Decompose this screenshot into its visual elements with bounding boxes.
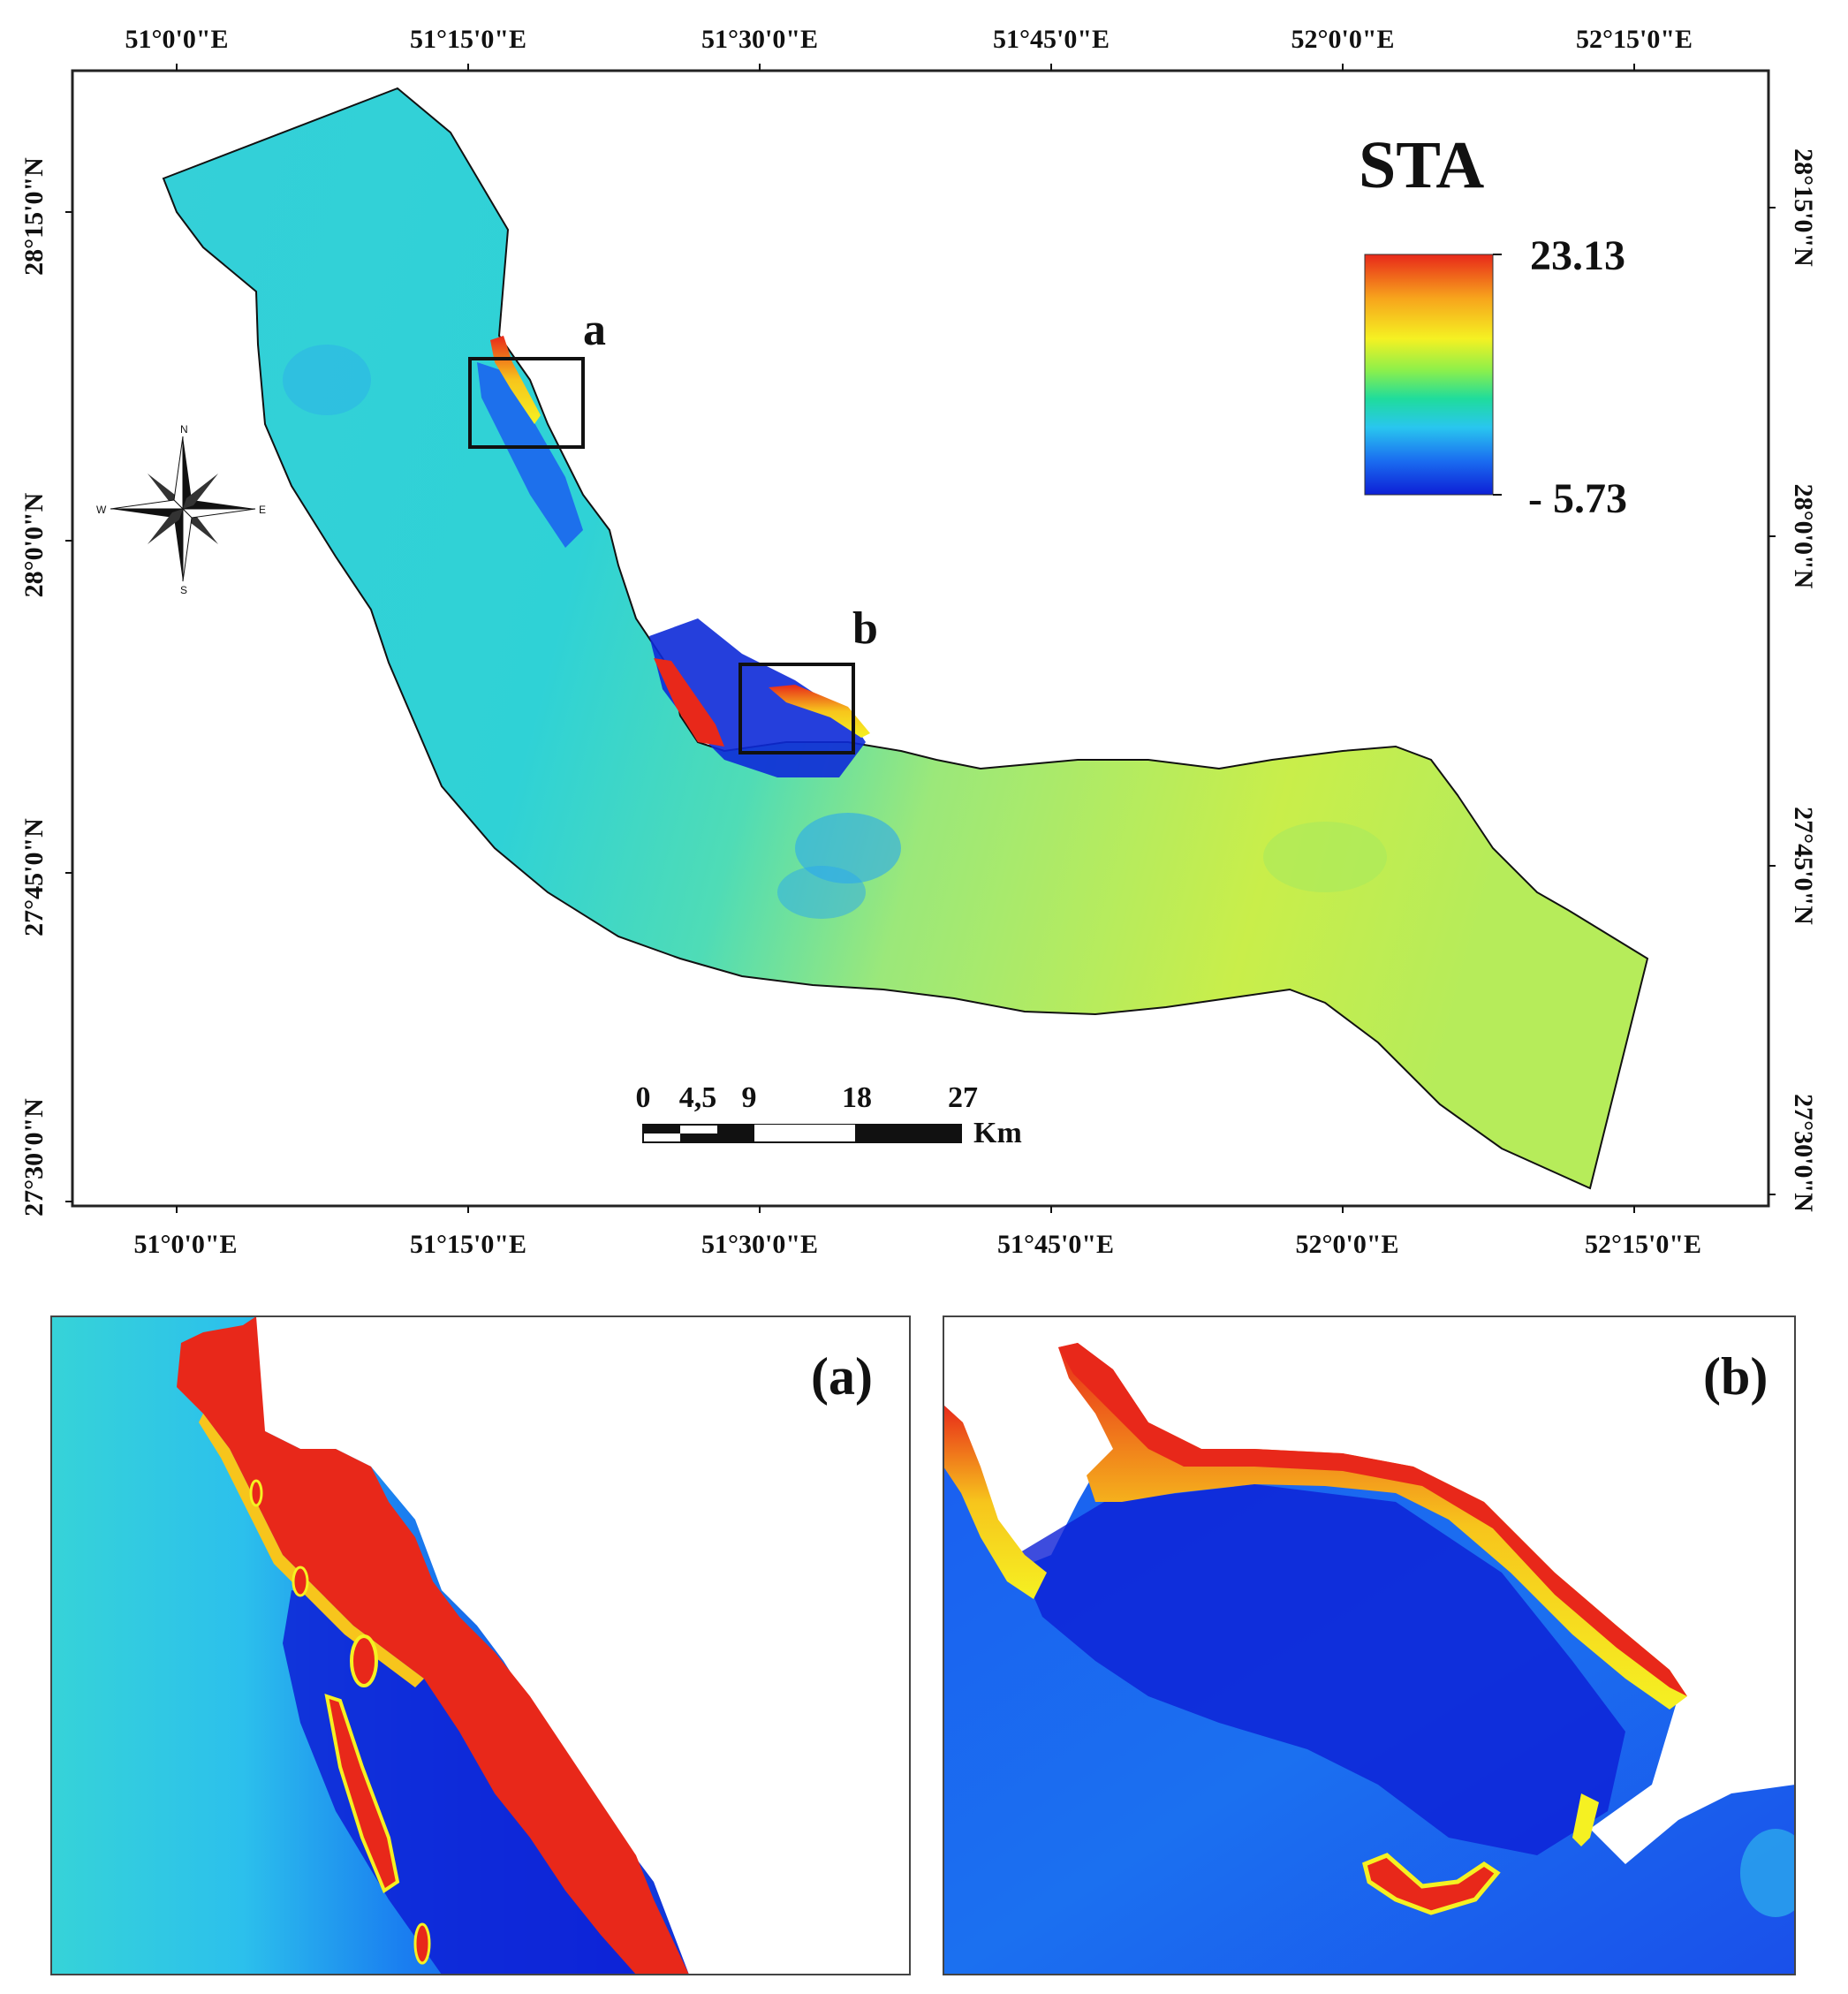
inset-a-island-4 xyxy=(249,1479,263,1507)
lon-tick-top: 51°30'0"E xyxy=(701,25,818,54)
inset-a-panel: (a) xyxy=(50,1315,911,1975)
inset-b-east-shoal xyxy=(1740,1829,1795,1917)
lat-tick-right: 27°45'0"N xyxy=(1789,807,1818,925)
scale-label-27: 27 xyxy=(948,1081,978,1114)
inset-a-frame xyxy=(50,1315,911,1975)
scale-bar: 0 4,5 9 18 27 Km xyxy=(636,1081,1022,1149)
inset-b-panel: (b) xyxy=(943,1315,1796,1975)
inset-box-b[interactable] xyxy=(738,663,855,754)
inset-b-label: (b) xyxy=(1703,1347,1768,1406)
lon-ticks-top: 51°0'0"E 51°15'0"E 51°30'0"E 51°45'0"E 5… xyxy=(125,25,1693,71)
inset-marker-a: a xyxy=(583,305,606,355)
inset-a-coast-yellow-edge xyxy=(199,1414,424,1687)
compass-s-label: S xyxy=(180,584,187,596)
lat-tick-left: 28°0'0"N xyxy=(19,492,49,597)
lon-tick-top: 51°15'0"E xyxy=(410,25,526,54)
scale-unit: Km xyxy=(973,1117,1022,1149)
compass-e-label: E xyxy=(259,504,266,516)
lon-tick-top: 52°0'0"E xyxy=(1291,25,1395,54)
legend-title: STA xyxy=(1359,128,1484,202)
lat-tick-left: 27°45'0"N xyxy=(19,818,49,936)
legend-max-label: 23.13 xyxy=(1530,232,1625,279)
inset-b-islet xyxy=(1362,1853,1501,1915)
inset-marker-b: b xyxy=(852,603,878,654)
compass-w-label: W xyxy=(96,504,107,516)
scale-label-9: 9 xyxy=(742,1081,757,1114)
inset-box-a[interactable] xyxy=(468,357,585,449)
lon-tick-bottom: 51°30'0"E xyxy=(701,1230,818,1259)
inset-a-label: (a) xyxy=(811,1347,873,1406)
inset-a-coast-red xyxy=(177,1316,689,1975)
low-sta-blob-2 xyxy=(777,866,866,919)
lat-ticks-right: 28°15'0"N 28°0'0"N 27°45'0"N 27°30'0"N xyxy=(1768,148,1818,1212)
inset-b-deep-zone xyxy=(1016,1484,1625,1855)
scale-label-0: 0 xyxy=(636,1081,651,1114)
lon-tick-top: 52°15'0"E xyxy=(1576,25,1693,54)
inset-a-island-2 xyxy=(324,1694,400,1894)
compass-rose: N E S W xyxy=(96,423,266,596)
scale-label-4-5: 4,5 xyxy=(679,1081,717,1114)
legend: STA 23.13 - 5.73 xyxy=(1359,128,1627,522)
lon-tick-top: 51°45'0"E xyxy=(993,25,1110,54)
lat-tick-right: 28°0'0"N xyxy=(1789,484,1818,589)
lat-ticks-left: 28°15'0"N 28°0'0"N 27°45'0"N 27°30'0"N xyxy=(19,157,72,1217)
inset-a-island-3 xyxy=(292,1566,309,1597)
lat-tick-left: 27°30'0"N xyxy=(19,1098,49,1217)
inset-a-island-1 xyxy=(350,1634,378,1687)
inset-b-west-coast xyxy=(943,1405,1047,1599)
compass-n-label: N xyxy=(180,423,188,436)
lon-tick-bottom: 51°0'0"E xyxy=(134,1230,238,1259)
lon-tick-bottom: 51°45'0"E xyxy=(997,1230,1114,1259)
lon-tick-top: 51°0'0"E xyxy=(125,25,229,54)
high-sta-blob-east xyxy=(1263,822,1387,892)
legend-colorbar xyxy=(1364,254,1494,496)
lat-tick-left: 28°15'0"N xyxy=(19,157,49,276)
lon-tick-bottom: 51°15'0"E xyxy=(410,1230,526,1259)
inset-a-island-5 xyxy=(413,1922,431,1965)
high-sta-coast-b xyxy=(769,685,870,738)
lon-ticks-bottom: 51°0'0"E 51°15'0"E 51°30'0"E 51°45'0"E 5… xyxy=(134,1206,1701,1259)
inset-b-frame xyxy=(943,1315,1796,1975)
legend-min-label: - 5.73 xyxy=(1528,475,1627,522)
lat-tick-right: 27°30'0"N xyxy=(1789,1094,1818,1212)
high-sta-patch-bay xyxy=(654,658,724,747)
lon-tick-bottom: 52°15'0"E xyxy=(1585,1230,1701,1259)
sea-surface xyxy=(162,87,1649,1190)
low-sta-blob-3 xyxy=(283,345,371,415)
inset-b-coast-band xyxy=(1058,1343,1687,1710)
lon-tick-bottom: 52°0'0"E xyxy=(1296,1230,1399,1259)
scale-label-18: 18 xyxy=(842,1081,872,1114)
lat-tick-right: 28°15'0"N xyxy=(1789,148,1818,267)
inset-b-cape-yellow xyxy=(1572,1793,1599,1846)
low-sta-patch-north xyxy=(477,362,583,548)
